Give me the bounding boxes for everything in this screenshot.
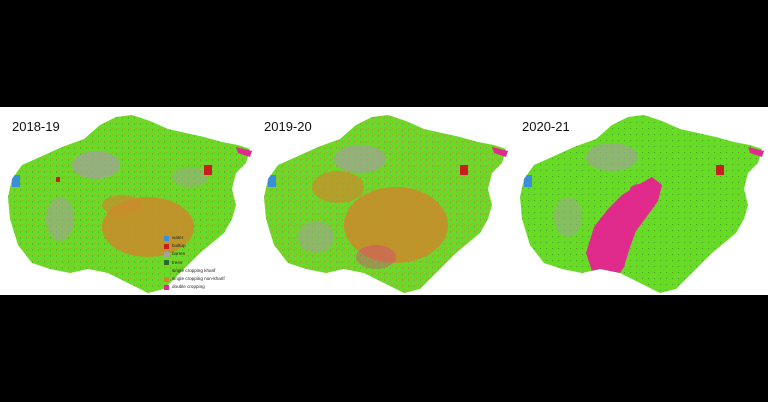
barren-patch bbox=[72, 151, 120, 179]
legend-swatch bbox=[164, 268, 169, 274]
water-patch bbox=[524, 175, 532, 187]
legend-item-trees: trees bbox=[164, 259, 225, 267]
legend-swatch bbox=[164, 284, 169, 290]
legend-swatch bbox=[164, 243, 169, 249]
map-2019-20: 2019-20 bbox=[256, 107, 512, 295]
land-cover-map-2020-21 bbox=[520, 115, 764, 293]
non-kharif-patch bbox=[344, 187, 448, 263]
double-cropping-patch bbox=[586, 177, 662, 281]
land-cover-map-2018-19 bbox=[8, 115, 252, 293]
legend-item-double-cropping: double cropping bbox=[164, 283, 225, 291]
legend-item-builtup: builtup bbox=[164, 242, 225, 250]
legend-swatch bbox=[164, 235, 169, 241]
legend: water builtup barren trees single croppi… bbox=[164, 234, 225, 291]
legend-item-water: water bbox=[164, 234, 225, 242]
builtup-patch bbox=[716, 165, 724, 175]
builtup-patch bbox=[204, 165, 212, 175]
legend-item-single-cropping-kharif: single cropping kharif bbox=[164, 267, 225, 275]
water-patch bbox=[268, 175, 276, 187]
water-patch bbox=[12, 175, 20, 187]
year-label: 2018-19 bbox=[12, 119, 60, 134]
legend-swatch bbox=[164, 260, 169, 266]
barren-patch bbox=[334, 145, 386, 173]
legend-swatch bbox=[164, 276, 169, 282]
year-label: 2020-21 bbox=[522, 119, 570, 134]
figure-panel: 2018-19 water builtup barren trees singl… bbox=[0, 107, 768, 295]
barren-patch bbox=[586, 143, 638, 171]
legend-item-single-cropping-non-kharif: single cropping non-kharif bbox=[164, 275, 225, 283]
land-cover-map-2019-20 bbox=[264, 115, 508, 293]
builtup-patch bbox=[460, 165, 468, 175]
map-2018-19: 2018-19 water builtup barren trees singl… bbox=[0, 107, 256, 295]
map-2020-21: 2020-21 bbox=[512, 107, 768, 295]
legend-item-barren: barren bbox=[164, 250, 225, 258]
year-label: 2019-20 bbox=[264, 119, 312, 134]
legend-swatch bbox=[164, 251, 169, 257]
